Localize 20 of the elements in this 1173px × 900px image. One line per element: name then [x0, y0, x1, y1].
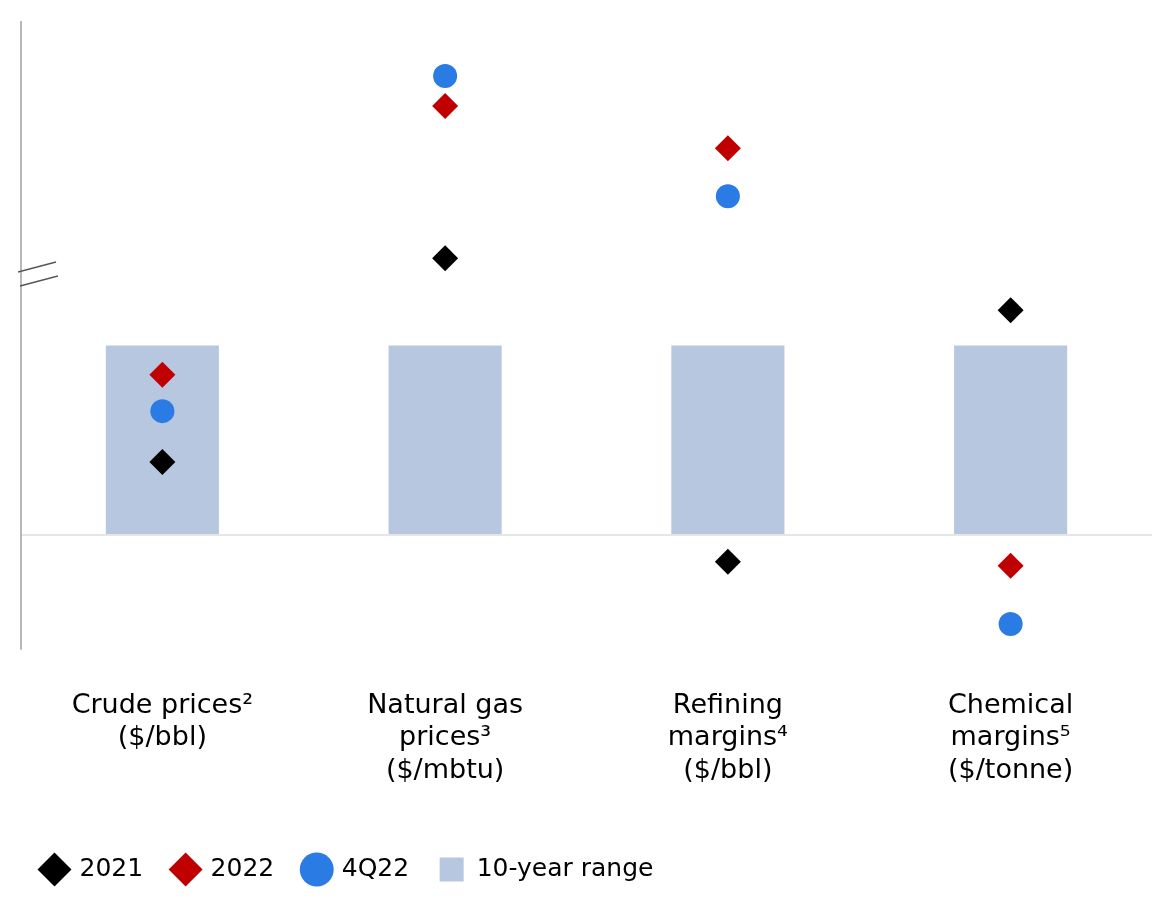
point: [433, 64, 458, 89]
x-tick-label: Crude prices² ($/bbl): [71, 688, 254, 752]
point: [998, 612, 1023, 637]
point: [149, 449, 176, 476]
point: [997, 297, 1024, 324]
point: [715, 184, 740, 209]
x-tick-label: Natural gas prices³ ($/mbtu): [367, 688, 524, 784]
point: [997, 552, 1024, 579]
point: [714, 548, 741, 575]
legend-label: 10-year range: [476, 853, 654, 882]
point: [149, 361, 176, 388]
legend-label: 4Q22: [341, 853, 410, 882]
point: [150, 399, 175, 424]
legend-label: 2021: [79, 853, 144, 882]
x-tick-label: Refining margins⁴ ($/bbl): [667, 688, 788, 784]
legend-label: 2022: [210, 853, 275, 882]
point: [432, 245, 459, 272]
point: [714, 135, 741, 162]
point: [432, 92, 459, 119]
x-tick-label: Chemical margins⁵ ($/tonne): [947, 688, 1074, 784]
